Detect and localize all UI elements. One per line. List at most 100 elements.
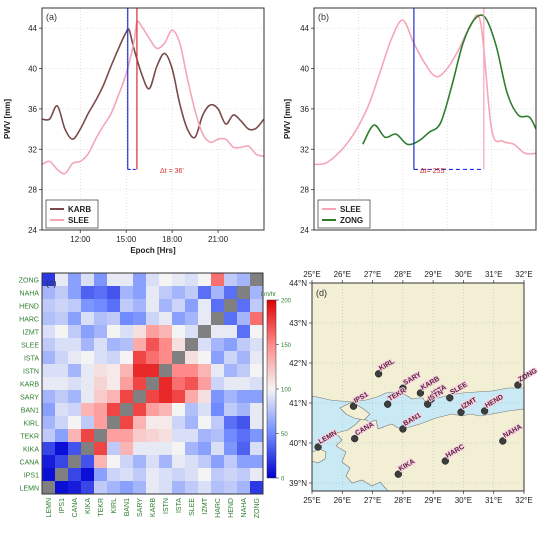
heatmap-cell [172,364,186,378]
map-lon-label-top: 28°E [394,270,411,279]
panel-c-cells [42,273,264,495]
heatmap-cell [224,390,238,404]
heatmap-cell [224,429,238,443]
heatmap-cell [237,468,251,482]
heatmap-cell [81,416,95,430]
heatmap-cell [133,286,147,300]
heatmap-cell [172,468,186,482]
heatmap-cell [172,273,186,287]
heatmap-cell [146,299,160,313]
heatmap-cell [55,325,69,339]
heatmap-cell [185,312,199,326]
heatmap-cell [198,338,212,352]
map-station-dot-kirl [374,370,383,378]
heatmap-cell [250,364,264,378]
heatmap-cell [146,468,160,482]
heatmap-col-label: KIRL [111,498,118,514]
panel-b-y-ticks: 24 28 32 36 40 44 [300,24,314,235]
heatmap-cell [133,325,147,339]
map-lon-label-top: 30°E [455,270,472,279]
heatmap-cell [172,338,186,352]
heatmap-cell [211,299,225,313]
heatmap-cell [107,299,121,313]
heatmap-row-label: IPS1 [24,473,39,480]
heatmap-cell [185,364,199,378]
heatmap-row-label: CANA [20,460,40,467]
heatmap-cell [211,468,225,482]
map-station-dot-karb [416,389,425,397]
heatmap-cell [107,390,121,404]
heatmap-cell [94,351,108,365]
heatmap-cell [120,299,134,313]
heatmap-cell [42,403,56,417]
map-lon-label-bottom: 32°E [515,496,532,505]
heatmap-cell [250,325,264,339]
heatmap-cell [94,481,108,495]
heatmap-cell [146,390,160,404]
map-lon-label-top: 25°E [303,270,320,279]
b-ytick-label: 44 [300,24,309,33]
heatmap-cell [250,481,264,495]
heatmap-cell [107,286,121,300]
heatmap-cell [185,442,199,456]
heatmap-cell [237,481,251,495]
heatmap-cell [198,390,212,404]
heatmap-cell [146,442,160,456]
heatmap-col-label: HARC [215,498,222,518]
heatmap-cell [185,325,199,339]
heatmap-cell [185,351,199,365]
panel-a-frame [41,7,265,231]
map-lat-label: 44°N [289,279,307,288]
heatmap-cell [133,390,147,404]
heatmap-cell [146,377,160,391]
heatmap-row-label: ZONG [19,278,39,285]
map-station-dot-ista [427,395,435,403]
heatmap-cell [133,338,147,352]
heatmap-cell [133,429,147,443]
heatmap-cell [185,416,199,430]
panel-b-frame [313,7,537,231]
heatmap-row-label: LEMN [20,486,39,493]
heatmap-cell [250,273,264,287]
heatmap-cell [120,390,134,404]
heatmap-cell [237,442,251,456]
heatmap-cell [94,299,108,313]
map-gallipoli [339,401,371,421]
map-station-dot-zong [514,381,522,389]
heatmap-cell [159,364,173,378]
heatmap-cell [211,442,225,456]
heatmap-cell [42,442,56,456]
panel-d-label: (d) [316,288,327,298]
heatmap-cell [42,286,56,300]
heatmap-col-label: IPS1 [59,498,66,513]
heatmap-cell [146,455,160,469]
heatmap-cell [224,338,238,352]
heatmap-cell [68,429,82,443]
heatmap-cell [250,455,264,469]
heatmap-col-label: TEKR [98,498,105,517]
panel-c-row-labels: ZONG NAHA HEND HARC IZMT SLEE ISTA ISTN KARB SARY… [19,278,40,493]
heatmap-cell [81,286,95,300]
heatmap-cell [198,455,212,469]
heatmap-cell [159,312,173,326]
heatmap-cell [120,468,134,482]
heatmap-cell [81,273,95,287]
heatmap-cell [120,351,134,365]
map-lat-label: 39°N [289,479,307,488]
heatmap-cell [146,481,160,495]
heatmap-cell [133,442,147,456]
heatmap-cell [68,468,82,482]
heatmap-cell [68,403,82,417]
panel-a-grid [42,8,264,231]
heatmap-cell [198,351,212,365]
heatmap-cell [211,416,225,430]
heatmap-cell [55,351,69,365]
a-legend-box [45,199,99,229]
heatmap-cell [185,286,199,300]
heatmap-cell [237,273,251,287]
heatmap-col-label: KARB [150,498,157,517]
heatmap-cell [133,481,147,495]
heatmap-cell [198,468,212,482]
heatmap-cell [107,273,121,287]
